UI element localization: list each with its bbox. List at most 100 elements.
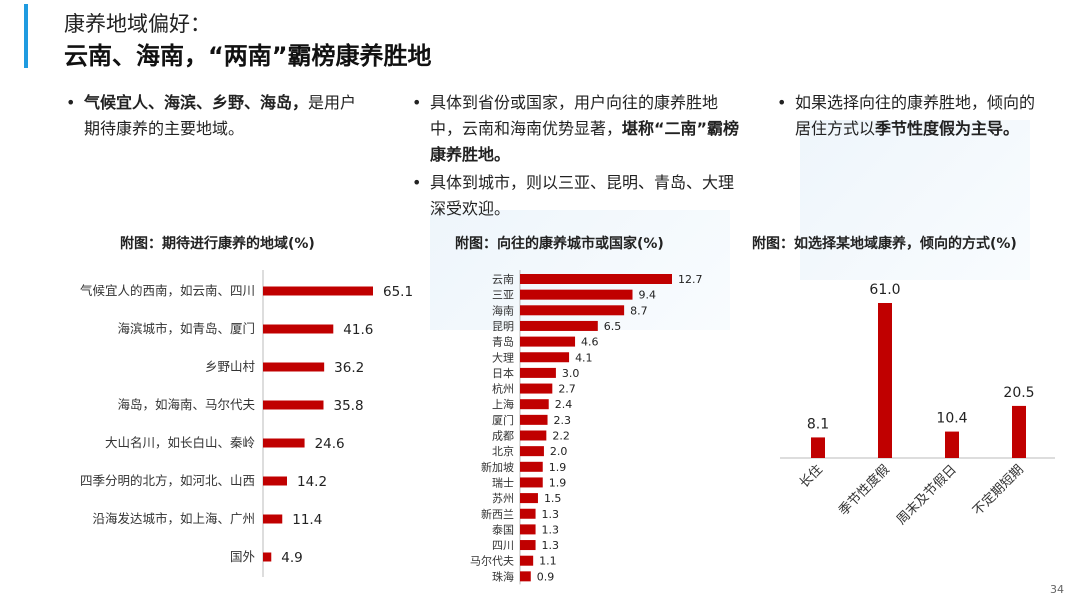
chart2-category-label: 杭州 xyxy=(492,382,514,396)
page-subtitle: 康养地域偏好： xyxy=(64,12,211,36)
chart2-value-label: 0.9 xyxy=(537,570,555,583)
chart2-bar xyxy=(520,446,544,457)
chart1-value-label: 11.4 xyxy=(292,512,322,528)
chart2-value-label: 1.3 xyxy=(542,523,560,536)
chart2-value-label: 1.3 xyxy=(542,508,560,521)
bullet-text: 具体到省份或国家，用户向往的康养胜地中，云南和海南优势显著， xyxy=(430,93,719,138)
chart2-category-label: 四川 xyxy=(492,539,514,552)
chart1-value-label: 35.8 xyxy=(333,398,363,414)
bullet-column-2: 具体到省份或国家，用户向往的康养胜地中，云南和海南优势显著，堪称“二南”霸榜康养… xyxy=(410,90,740,224)
chart2-value-label: 4.6 xyxy=(581,336,599,349)
chart2-category-label: 日本 xyxy=(492,366,514,380)
bullet-item: 具体到省份或国家，用户向往的康养胜地中，云南和海南优势显著，堪称“二南”霸榜康养… xyxy=(410,90,740,168)
chart2-bar xyxy=(520,383,553,394)
chart2-category-label: 北京 xyxy=(492,444,514,458)
chart1-title: 附图：期待进行康养的地域(%) xyxy=(120,236,315,252)
bullet-column-1: 气候宜人、海滨、乡野、海岛，是用户期待康养的主要地域。 xyxy=(64,90,364,144)
chart2-bar xyxy=(520,336,576,347)
chart1-value-label: 41.6 xyxy=(343,322,373,338)
chart2-category-label: 三亚 xyxy=(492,289,514,302)
chart2-value-label: 4.1 xyxy=(575,351,593,364)
bullet-text-bold: 季节性度假为主导。 xyxy=(875,119,1020,138)
chart2-value-label: 3.0 xyxy=(562,367,580,380)
background-decoration xyxy=(800,120,1030,280)
chart2-value-label: 2.3 xyxy=(554,414,572,427)
chart1-category-label: 四季分明的北方，如河北、山西 xyxy=(80,473,255,488)
chart2-category-label: 上海 xyxy=(492,397,514,411)
chart2-value-label: 2.4 xyxy=(555,398,573,411)
chart1-value-label: 14.2 xyxy=(297,474,327,490)
chart2-bar xyxy=(520,555,534,566)
chart2-category-label: 大理 xyxy=(492,350,514,364)
chart2-bar xyxy=(520,414,548,425)
chart3-value-label: 10.4 xyxy=(936,411,967,427)
chart1-svg: 气候宜人的西南，如云南、四川 65.1 海滨城市，如青岛、厦门 41.6 乡野山村 36.… xyxy=(80,270,413,577)
chart1-category-label: 海滨城市，如青岛、厦门 xyxy=(117,321,255,336)
chart1-category-label: 乡野山村 xyxy=(205,359,256,374)
chart2-value-label: 1.9 xyxy=(549,461,567,474)
chart1-category-label: 沿海发达城市，如上海、广州 xyxy=(92,511,255,526)
chart2-bar xyxy=(520,508,536,519)
chart2-category-label: 云南 xyxy=(492,273,514,286)
bullet-text-bold: 气候宜人、海滨、乡野、海岛， xyxy=(84,93,309,112)
chart2-category-label: 泰国 xyxy=(492,522,514,536)
chart2-category-label: 瑞士 xyxy=(492,475,514,489)
chart2-bar xyxy=(520,289,633,300)
chart1-value-label: 65.1 xyxy=(383,284,413,300)
chart1-bar xyxy=(263,552,272,562)
bullet-item: 具体到城市，则以三亚、昆明、青岛、大理深受欢迎。 xyxy=(410,170,740,222)
chart2-bar xyxy=(520,305,625,316)
chart2-category-label: 厦门 xyxy=(492,413,514,427)
chart2-title: 附图：向往的康养城市或国家(%) xyxy=(455,236,664,252)
chart2-bar xyxy=(520,367,556,378)
chart2-category-label: 新西兰 xyxy=(481,507,514,521)
chart3-category-label: 长住 xyxy=(797,462,826,491)
chart1-bar xyxy=(263,362,325,372)
chart1-value-label: 4.9 xyxy=(281,550,302,566)
chart2-value-label: 8.7 xyxy=(630,304,648,317)
chart1-category-label: 国外 xyxy=(230,549,256,564)
bullet-item: 如果选择向往的康养胜地，倾向的居住方式以季节性度假为主导。 xyxy=(775,90,1037,142)
chart2-category-label: 苏州 xyxy=(492,492,514,505)
page-number: 34 xyxy=(1050,583,1064,596)
chart1-bar xyxy=(263,438,305,448)
chart3-svg: 8.1 长住 61.0 季节性度假 10.4 周末及节假日 20.5 不定期短期 xyxy=(780,282,1055,528)
chart2-bar xyxy=(520,352,570,363)
chart2-bar xyxy=(520,430,547,441)
chart2-value-label: 6.5 xyxy=(604,320,622,333)
chart2-value-label: 1.1 xyxy=(539,555,557,568)
chart3-title: 附图：如选择某地域康养，倾向的方式(%) xyxy=(752,236,1017,252)
chart2-bar xyxy=(520,540,536,551)
chart3-bar xyxy=(811,437,825,458)
chart3-category-label: 不定期短期 xyxy=(970,462,1027,519)
bullet-text: 具体到城市，则以三亚、昆明、青岛、大理深受欢迎。 xyxy=(430,173,735,218)
chart2-value-label: 1.5 xyxy=(544,492,562,505)
bullet-text: 是用户期待康养的主要地域。 xyxy=(84,93,357,138)
bullet-text: 如果选择向往的康养胜地，倾向的居住方式以 xyxy=(795,93,1036,138)
chart2-category-label: 海南 xyxy=(492,303,514,317)
chart1-value-label: 24.6 xyxy=(315,436,345,452)
chart1-category-label: 海岛，如海南、马尔代夫 xyxy=(117,397,255,412)
chart3-value-label: 20.5 xyxy=(1003,385,1034,401)
chart2-value-label: 2.7 xyxy=(558,383,576,396)
chart2-bar xyxy=(520,320,598,331)
chart2-bar xyxy=(520,524,536,535)
chart2-value-label: 2.2 xyxy=(552,430,570,443)
chart2-category-label: 新加坡 xyxy=(481,460,514,474)
chart2-value-label: 1.3 xyxy=(542,539,560,552)
chart2-value-label: 2.0 xyxy=(550,445,568,458)
bullet-item: 气候宜人、海滨、乡野、海岛，是用户期待康养的主要地域。 xyxy=(64,90,364,142)
chart2-value-label: 1.9 xyxy=(549,476,567,489)
bullet-text-bold: 堪称“二南”霸榜康养胜地。 xyxy=(430,119,740,164)
chart2-category-label: 青岛 xyxy=(492,335,514,349)
chart2-bar xyxy=(520,571,531,582)
chart3-bar xyxy=(878,303,892,458)
chart1-value-label: 36.2 xyxy=(334,360,364,376)
chart1-category-label: 气候宜人的西南，如云南、四川 xyxy=(80,283,255,298)
chart1-bar xyxy=(263,286,373,296)
chart3-bar xyxy=(945,431,959,458)
chart2-svg: 云南 12.7 三亚 9.4 海南 8.7 昆明 6.5 青岛 4.6 大理 4.1 日本 3.0 杭州 2.… xyxy=(470,270,703,585)
bullet-column-3: 如果选择向往的康养胜地，倾向的居住方式以季节性度假为主导。 xyxy=(775,90,1037,144)
chart1-bar xyxy=(263,324,334,334)
chart3-value-label: 61.0 xyxy=(869,282,900,298)
